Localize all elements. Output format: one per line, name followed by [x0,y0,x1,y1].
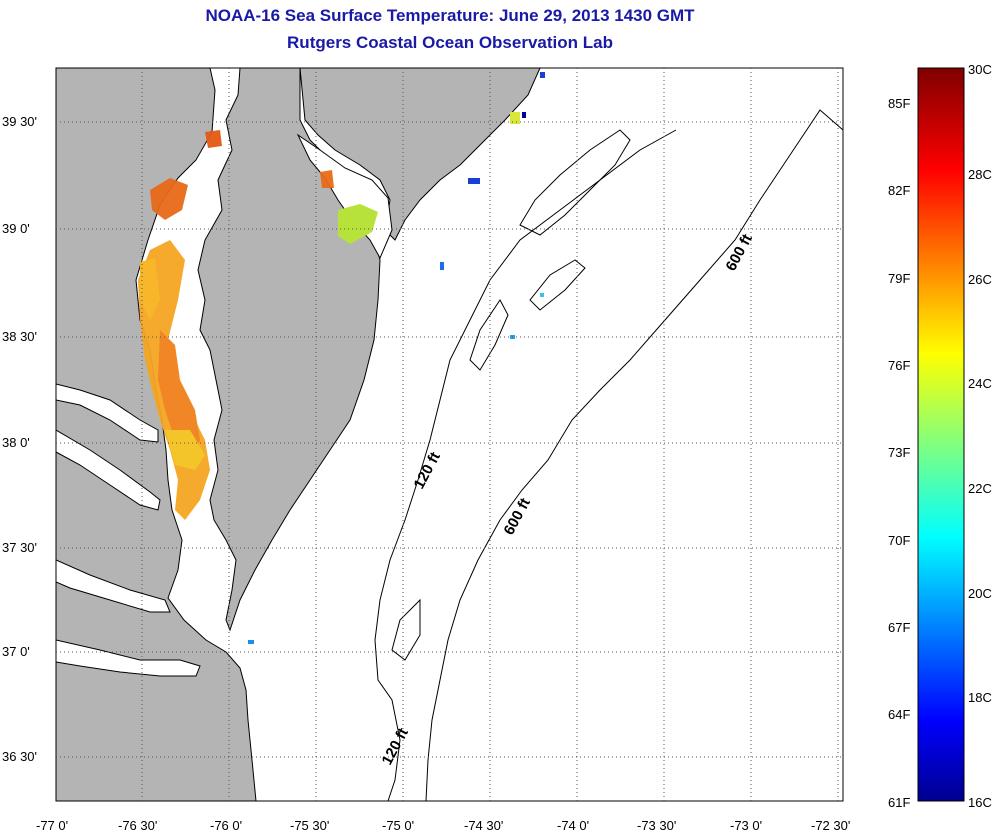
colorbar [917,67,965,802]
map-subtitle: Rutgers Coastal Ocean Observation Lab [287,33,613,52]
colorbar-celsius-label: 28C [968,167,992,182]
land-new-jersey [299,68,541,241]
colorbar-celsius-label: 22C [968,481,992,496]
lon-tick: -77 0' [36,818,69,833]
colorbar-fahrenheit-label: 67F [888,620,911,635]
river-rappahannock [56,429,161,511]
colorbar-celsius-label: 16C [968,795,992,810]
river-potomac [56,383,159,443]
colorbar-fahrenheit-label: 61F [888,795,911,810]
map-frame [55,67,844,802]
isobath-120ft-line [374,129,677,801]
sst-chesapeake [138,130,334,520]
colorbar-fahrenheit-label: 70F [888,533,911,548]
lat-tick: 38 30' [2,329,38,344]
lat-tick: 36 30' [2,749,38,764]
lon-tick: -74 30' [464,818,504,833]
colorbar-celsius-label: 18C [968,690,992,705]
colorbar-celsius-label: 30C [968,62,992,77]
lon-tick: -74 0' [557,818,590,833]
lon-tick: -73 0' [730,818,763,833]
lat-tick: 39 0' [2,221,30,236]
lat-tick: 37 0' [2,644,30,659]
lat-tick: 39 30' [2,114,38,129]
lon-tick: -75 30' [290,818,330,833]
lon-tick: -76 30' [118,818,158,833]
colorbar-fahrenheit-label: 85F [888,96,911,111]
colorbar-celsius-label: 24C [968,376,992,391]
colorbar-fahrenheit-label: 73F [888,445,911,460]
river-james [56,639,201,677]
river-york [56,559,171,613]
lat-tick: 37 30' [2,540,38,555]
map-title: NOAA-16 Sea Surface Temperature: June 29… [205,6,695,25]
lon-tick: -73 30' [637,818,677,833]
colorbar-fahrenheit-label: 79F [888,271,911,286]
colorbar-fahrenheit-label: 82F [888,183,911,198]
colorbar-celsius-label: 20C [968,586,992,601]
lon-tick: -75 0' [382,818,415,833]
lon-tick: -72 30' [811,818,851,833]
lat-tick: 38 0' [2,435,30,450]
isobath-600ft-line [425,109,843,801]
lon-tick: -76 0' [210,818,243,833]
isobath-120ft-detail [391,129,631,661]
sst-delaware-bay [338,204,378,244]
colorbar-fahrenheit-label: 64F [888,707,911,722]
colorbar-fahrenheit-label: 76F [888,358,911,373]
colorbar-celsius-label: 26C [968,272,992,287]
